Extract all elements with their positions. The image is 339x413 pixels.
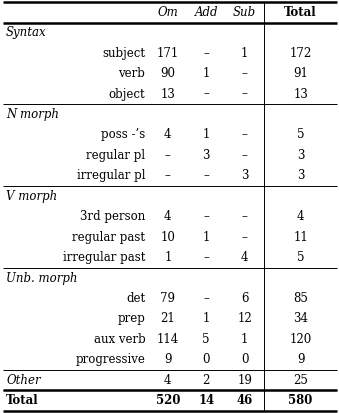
Text: Om: Om bbox=[158, 6, 178, 19]
Text: 4: 4 bbox=[164, 374, 172, 387]
Text: 1: 1 bbox=[241, 333, 248, 346]
Text: 0: 0 bbox=[241, 354, 248, 366]
Text: 3: 3 bbox=[241, 169, 248, 182]
Text: 90: 90 bbox=[160, 67, 175, 80]
Text: 25: 25 bbox=[293, 374, 308, 387]
Text: –: – bbox=[203, 251, 209, 264]
Text: 3: 3 bbox=[297, 149, 304, 162]
Text: 5: 5 bbox=[202, 333, 210, 346]
Text: 14: 14 bbox=[198, 394, 214, 407]
Text: V morph: V morph bbox=[6, 190, 57, 203]
Text: 5: 5 bbox=[297, 251, 304, 264]
Text: 0: 0 bbox=[202, 354, 210, 366]
Text: 4: 4 bbox=[241, 251, 248, 264]
Text: –: – bbox=[203, 88, 209, 100]
Text: 21: 21 bbox=[160, 313, 175, 325]
Text: 171: 171 bbox=[157, 47, 179, 59]
Text: 580: 580 bbox=[288, 394, 313, 407]
Text: Unb. morph: Unb. morph bbox=[6, 272, 78, 285]
Text: 6: 6 bbox=[241, 292, 248, 305]
Text: irregular pl: irregular pl bbox=[77, 169, 145, 182]
Text: 9: 9 bbox=[164, 354, 172, 366]
Text: 9: 9 bbox=[297, 354, 304, 366]
Text: Other: Other bbox=[6, 374, 41, 387]
Text: 1: 1 bbox=[203, 67, 210, 80]
Text: poss -’s: poss -’s bbox=[101, 128, 145, 141]
Text: 2: 2 bbox=[203, 374, 210, 387]
Text: Total: Total bbox=[284, 6, 317, 19]
Text: 12: 12 bbox=[237, 313, 252, 325]
Text: 1: 1 bbox=[164, 251, 172, 264]
Text: 114: 114 bbox=[157, 333, 179, 346]
Text: det: det bbox=[126, 292, 145, 305]
Text: –: – bbox=[242, 231, 247, 244]
Text: 520: 520 bbox=[156, 394, 180, 407]
Text: 4: 4 bbox=[164, 128, 172, 141]
Text: 3rd person: 3rd person bbox=[80, 210, 145, 223]
Text: –: – bbox=[242, 149, 247, 162]
Text: 4: 4 bbox=[164, 210, 172, 223]
Text: verb: verb bbox=[118, 67, 145, 80]
Text: –: – bbox=[165, 149, 171, 162]
Text: –: – bbox=[242, 67, 247, 80]
Text: prep: prep bbox=[117, 313, 145, 325]
Text: 46: 46 bbox=[237, 394, 253, 407]
Text: 1: 1 bbox=[203, 313, 210, 325]
Text: object: object bbox=[108, 88, 145, 100]
Text: –: – bbox=[203, 292, 209, 305]
Text: –: – bbox=[203, 210, 209, 223]
Text: 5: 5 bbox=[297, 128, 304, 141]
Text: Total: Total bbox=[6, 394, 39, 407]
Text: 34: 34 bbox=[293, 313, 308, 325]
Text: 11: 11 bbox=[293, 231, 308, 244]
Text: irregular past: irregular past bbox=[63, 251, 145, 264]
Text: –: – bbox=[242, 88, 247, 100]
Text: –: – bbox=[203, 47, 209, 59]
Text: 120: 120 bbox=[290, 333, 312, 346]
Text: 13: 13 bbox=[293, 88, 308, 100]
Text: 85: 85 bbox=[293, 292, 308, 305]
Text: 1: 1 bbox=[241, 47, 248, 59]
Text: –: – bbox=[242, 210, 247, 223]
Text: 1: 1 bbox=[203, 231, 210, 244]
Text: progressive: progressive bbox=[75, 354, 145, 366]
Text: –: – bbox=[165, 169, 171, 182]
Text: –: – bbox=[242, 128, 247, 141]
Text: 79: 79 bbox=[160, 292, 175, 305]
Text: N morph: N morph bbox=[6, 108, 59, 121]
Text: 10: 10 bbox=[160, 231, 175, 244]
Text: regular pl: regular pl bbox=[86, 149, 145, 162]
Text: 19: 19 bbox=[237, 374, 252, 387]
Text: 4: 4 bbox=[297, 210, 304, 223]
Text: Add: Add bbox=[195, 6, 218, 19]
Text: 13: 13 bbox=[160, 88, 175, 100]
Text: 3: 3 bbox=[297, 169, 304, 182]
Text: regular past: regular past bbox=[72, 231, 145, 244]
Text: aux verb: aux verb bbox=[94, 333, 145, 346]
Text: 172: 172 bbox=[290, 47, 312, 59]
Text: 3: 3 bbox=[202, 149, 210, 162]
Text: –: – bbox=[203, 169, 209, 182]
Text: Sub: Sub bbox=[233, 6, 256, 19]
Text: Syntax: Syntax bbox=[6, 26, 47, 39]
Text: 91: 91 bbox=[293, 67, 308, 80]
Text: 1: 1 bbox=[203, 128, 210, 141]
Text: subject: subject bbox=[102, 47, 145, 59]
